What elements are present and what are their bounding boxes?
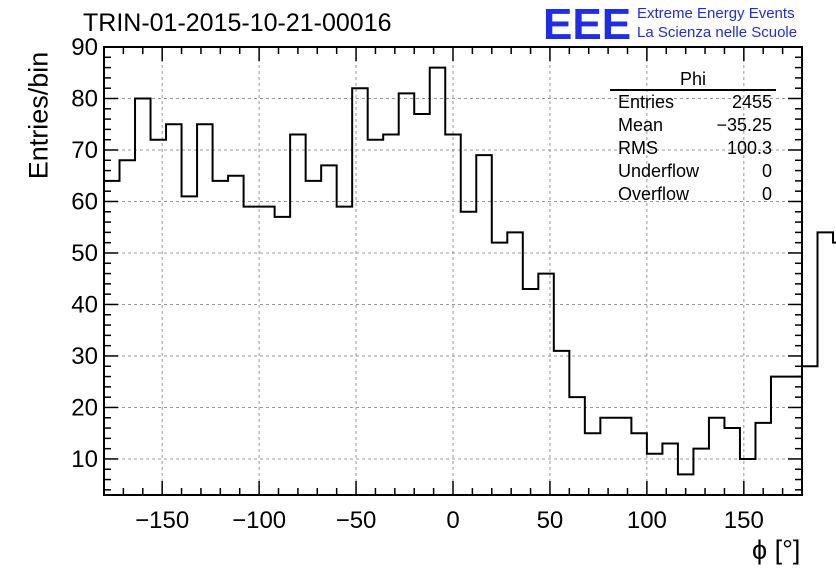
stats-title: Phi	[610, 69, 776, 91]
x-tick-label: 0	[446, 507, 459, 534]
x-tick-label: −150	[135, 507, 189, 534]
x-tick-label: 150	[724, 507, 764, 534]
stats-value: 2455	[731, 92, 772, 112]
stats-value: 0	[761, 184, 772, 204]
stats-box: Phi Entries 2455 Mean −35.25 RMS 100.3 Unde…	[610, 69, 780, 206]
x-tick-label: 50	[537, 507, 564, 534]
stats-row-underflow: Underflow 0	[610, 160, 780, 183]
stats-value: 0	[761, 161, 772, 181]
stats-row-mean: Mean −35.25	[610, 114, 780, 137]
y-tick-label: 90	[71, 34, 98, 61]
stats-label: Entries	[618, 92, 675, 112]
plot-title: TRIN-01-2015-10-21-00016	[83, 9, 392, 37]
logo-line-1: Extreme Energy Events	[637, 5, 795, 22]
eee-logo: EEE	[543, 0, 632, 49]
x-tick-label: −100	[232, 507, 286, 534]
eee-logo-text: Extreme Energy Events La Scienza nelle S…	[637, 4, 797, 42]
y-tick-label: 20	[71, 394, 98, 421]
y-tick-label: 70	[71, 137, 98, 164]
stats-row-entries: Entries 2455	[610, 91, 780, 114]
stats-value: 100.3	[726, 138, 772, 158]
histogram-line	[104, 66, 836, 476]
x-tick-label: 100	[627, 507, 667, 534]
y-tick-label: 10	[71, 446, 98, 473]
stats-label: RMS	[618, 138, 658, 158]
stats-label: Mean	[618, 115, 664, 135]
stats-label: Underflow	[618, 161, 700, 181]
logo-line-2: La Scienza nelle Scuole	[637, 24, 798, 41]
y-axis-label: Entries/bin	[23, 51, 54, 180]
y-tick-label: 80	[71, 85, 98, 112]
y-tick-label: 60	[71, 188, 98, 215]
x-axis-label: ϕ [°]	[752, 535, 801, 565]
y-tick-label: 40	[71, 291, 98, 318]
y-tick-label: 30	[71, 343, 98, 370]
stats-row-rms: RMS 100.3	[610, 137, 780, 160]
stats-value: −35.25	[716, 115, 772, 135]
stats-label: Overflow	[618, 184, 690, 204]
y-tick-label: 50	[71, 240, 98, 267]
stats-row-overflow: Overflow 0	[610, 183, 780, 206]
x-tick-label: −50	[336, 507, 377, 534]
